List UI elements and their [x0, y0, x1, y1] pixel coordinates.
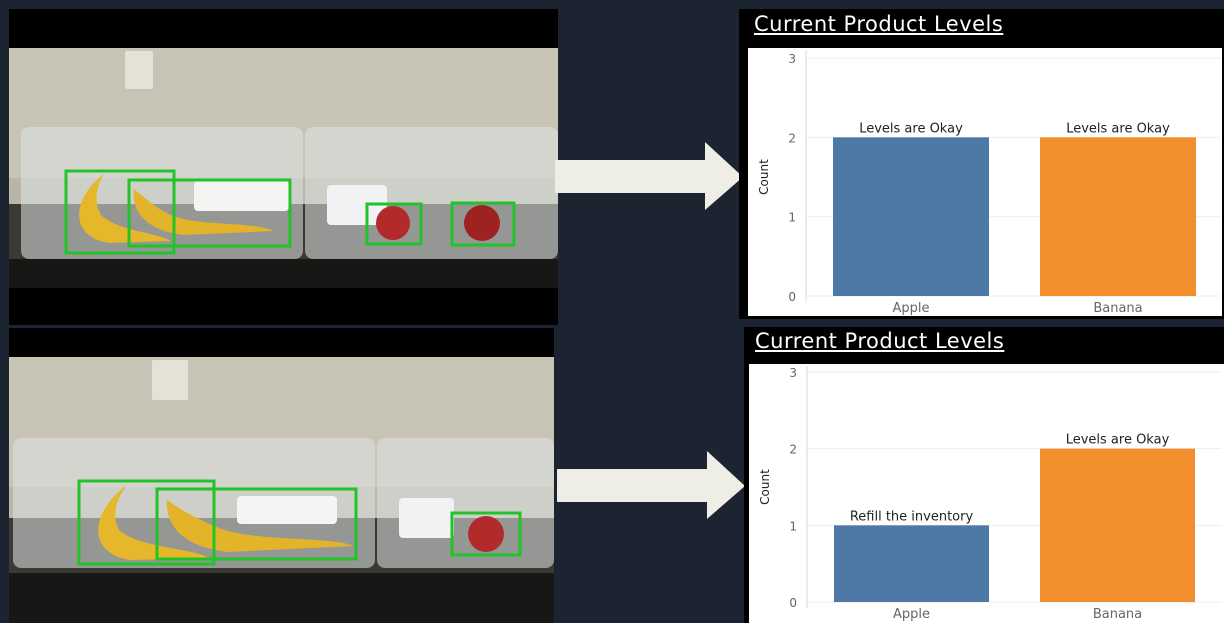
y-axis-label: Count	[757, 159, 771, 195]
y-tick-label: 2	[788, 131, 796, 145]
x-tick-label: Banana	[1093, 607, 1142, 622]
chart-panel-bottom: Current Product Levels 0 1 2 3 Count Refill t…	[744, 327, 1224, 623]
camera-image-top	[9, 9, 558, 325]
chart-plot: 0 1 2 3 Count Levels are Okay Apple Levels are …	[748, 48, 1222, 316]
bar-apple[interactable]	[834, 525, 989, 602]
y-tick-label: 0	[788, 290, 796, 304]
y-axis-label: Count	[758, 469, 772, 505]
arrow-right-icon	[557, 451, 745, 519]
arrow-right-icon	[555, 142, 743, 210]
camera-image-bottom	[9, 328, 554, 623]
chart-title: Current Product Levels	[754, 12, 1004, 36]
chart-title: Current Product Levels	[755, 329, 1005, 353]
detection-box	[450, 511, 522, 557]
x-tick-label: Banana	[1093, 301, 1142, 316]
detection-box	[127, 178, 292, 248]
data-label: Levels are Okay	[1066, 433, 1170, 448]
detection-box	[365, 202, 423, 246]
chart-plot: 0 1 2 3 Count Refill the inventory Apple Levels…	[749, 364, 1224, 623]
detection-box	[155, 487, 358, 561]
y-tick-label: 1	[788, 211, 796, 225]
data-label: Refill the inventory	[850, 509, 974, 524]
bar-chart: 0 1 2 3 Count Levels are Okay Apple Levels are …	[757, 50, 1220, 316]
bar-banana[interactable]	[1040, 137, 1196, 296]
bar-banana[interactable]	[1040, 448, 1195, 602]
x-tick-label: Apple	[893, 607, 930, 622]
detection-box	[450, 201, 516, 247]
bar-chart: 0 1 2 3 Count Refill the inventory Apple Levels…	[758, 366, 1222, 622]
detection-box	[64, 169, 176, 255]
detection-box	[77, 479, 216, 566]
data-label: Levels are Okay	[1066, 121, 1170, 136]
y-tick-label: 3	[789, 366, 797, 380]
x-tick-label: Apple	[892, 301, 929, 316]
y-tick-label: 1	[789, 519, 797, 533]
y-tick-label: 2	[789, 443, 797, 457]
y-tick-label: 3	[788, 52, 796, 66]
chart-panel-top: Current Product Levels 0 1 2 3 Count Levels a…	[739, 9, 1224, 319]
y-tick-label: 0	[789, 596, 797, 610]
bar-apple[interactable]	[833, 137, 989, 296]
data-label: Levels are Okay	[859, 121, 963, 136]
